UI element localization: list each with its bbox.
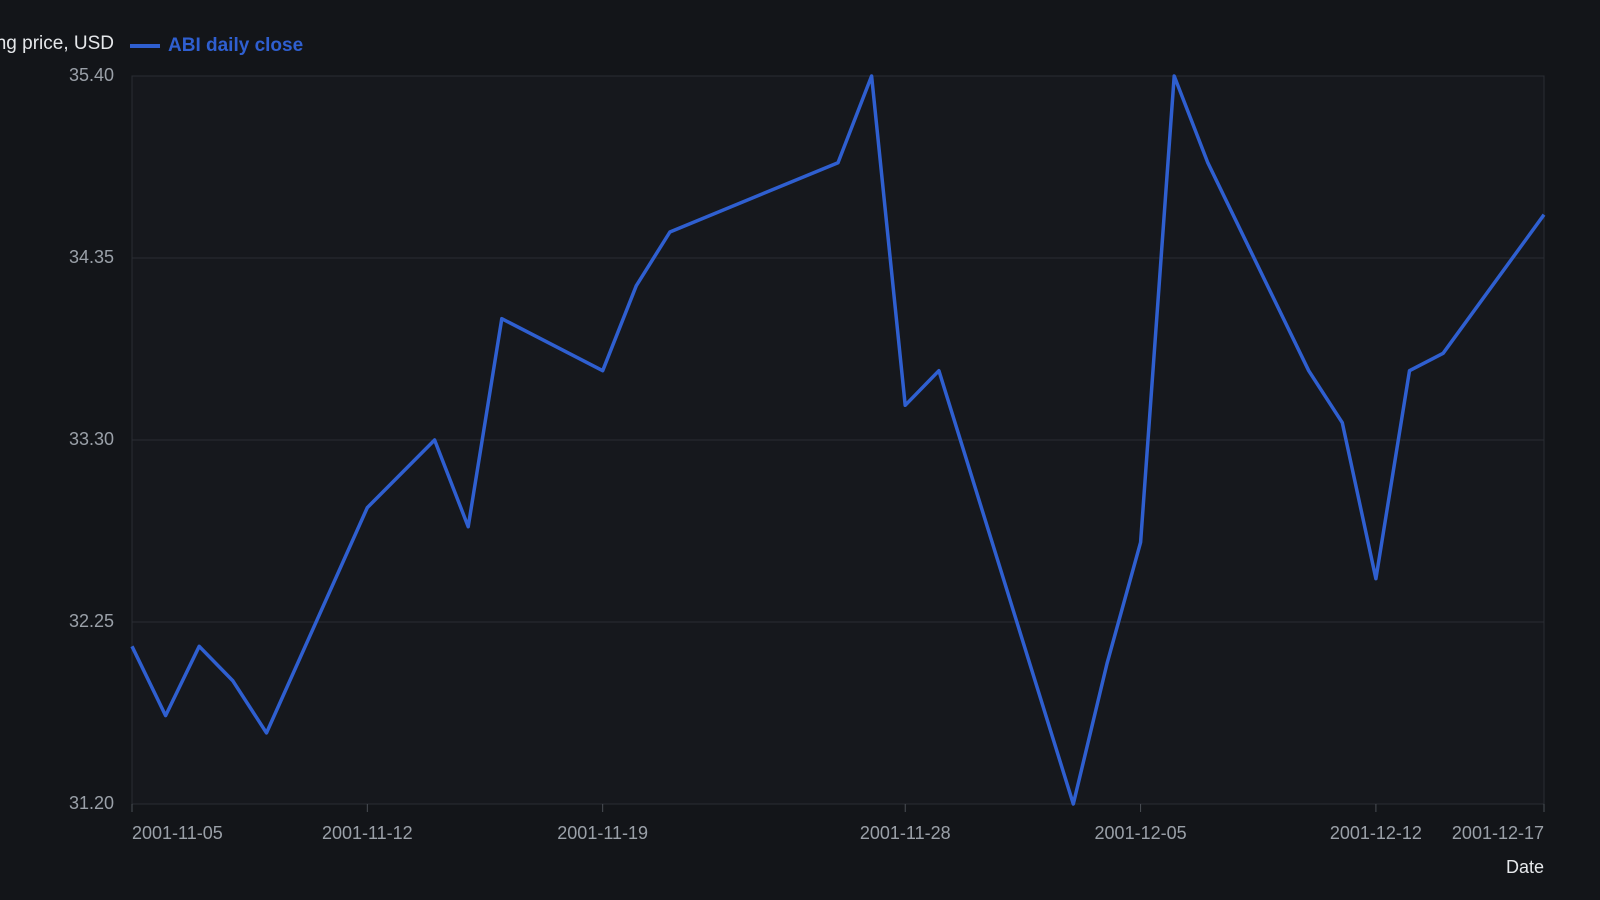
x-tick-label: 2001-11-19 xyxy=(557,823,648,843)
y-tick-label: 34.35 xyxy=(69,247,114,267)
x-tick-label: 2001-11-05 xyxy=(132,823,223,843)
x-tick-label: 2001-12-12 xyxy=(1330,823,1422,843)
y-axis-title: Closing price, USD xyxy=(0,33,114,54)
x-tick-label: 2001-12-17 xyxy=(1452,823,1544,843)
y-tick-label: 32.25 xyxy=(69,611,114,631)
x-tick-label: 2001-11-28 xyxy=(860,823,951,843)
legend-label: ABI daily close xyxy=(168,35,303,56)
x-axis-title: Date xyxy=(1506,857,1544,877)
y-tick-label: 31.20 xyxy=(69,793,114,813)
y-tick-label: 35.40 xyxy=(69,65,114,85)
y-tick-label: 33.30 xyxy=(69,429,114,449)
x-tick-label: 2001-11-12 xyxy=(322,823,413,843)
price-line xyxy=(130,74,1546,806)
x-tick-label: 2001-12-05 xyxy=(1095,823,1187,843)
